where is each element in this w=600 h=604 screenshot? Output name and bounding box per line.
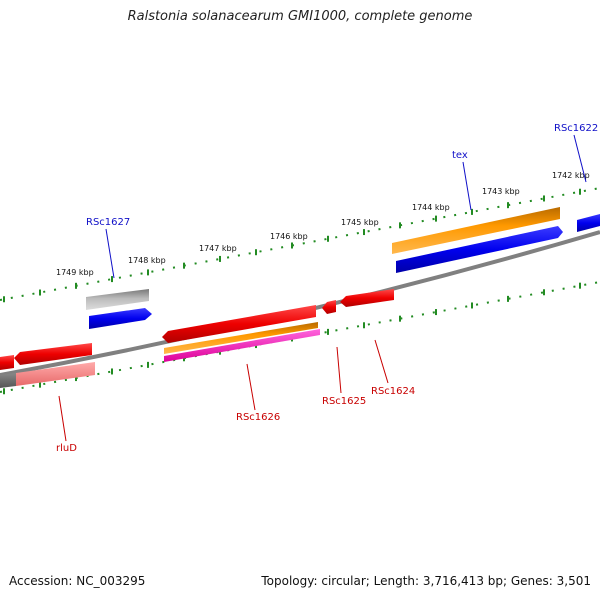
gene-blue-tex[interactable] bbox=[396, 226, 563, 273]
accession-text: Accession: NC_003295 bbox=[9, 574, 146, 588]
tick-label-1743: 1743 kbp bbox=[482, 187, 520, 196]
tick-label-1742: 1742 kbp bbox=[552, 171, 590, 180]
gene-red-rsc1624[interactable] bbox=[340, 289, 394, 307]
tick-label-1745: 1745 kbp bbox=[341, 218, 379, 227]
tick-label-1746: 1746 kbp bbox=[270, 232, 308, 241]
leader-rsc1626 bbox=[246, 363, 256, 411]
gene-orange-rsc1626[interactable] bbox=[164, 322, 318, 354]
gene-red-rsc1626[interactable] bbox=[162, 305, 316, 343]
gene-label-tex[interactable]: tex bbox=[452, 150, 468, 161]
gene-label-rsc1625[interactable]: RSc1625 bbox=[322, 396, 366, 407]
map-title: Ralstonia solanacearum GMI1000, complete… bbox=[127, 9, 473, 24]
gene-label-rsc1626[interactable]: RSc1626 bbox=[236, 412, 280, 423]
gene-magenta-rsc1626[interactable] bbox=[164, 329, 320, 362]
gene-pink-rlud[interactable] bbox=[16, 362, 95, 386]
gene-label-rsc1624[interactable]: RSc1624 bbox=[371, 386, 415, 397]
gene-red-rsc1625[interactable] bbox=[322, 300, 336, 314]
tick-label-1749: 1749 kbp bbox=[56, 268, 94, 277]
leader-rsc1625 bbox=[336, 346, 342, 394]
gene-label-rsc1627[interactable]: RSc1627 bbox=[86, 217, 130, 228]
gene-blue-rsc1622[interactable] bbox=[577, 214, 600, 232]
tick-labels: 1742 kbp 1743 kbp 1744 kbp 1745 kbp 1746… bbox=[56, 171, 590, 277]
leader-rsc1624 bbox=[374, 339, 389, 384]
tick-label-1748: 1748 kbp bbox=[128, 256, 166, 265]
minus-strand-genes bbox=[0, 289, 394, 388]
leader-tex bbox=[462, 161, 472, 211]
gene-label-rlud[interactable]: rluD bbox=[56, 443, 77, 454]
gene-labels: RSc1622 tex RSc1627 RSc1626 RSc1625 RSc1… bbox=[56, 123, 598, 454]
tick-label-1744: 1744 kbp bbox=[412, 203, 450, 212]
gene-dark-left-edge[interactable] bbox=[0, 373, 16, 388]
plus-strand-genes bbox=[86, 207, 600, 329]
gene-orange-tex[interactable] bbox=[392, 207, 560, 254]
gene-label-rsc1622[interactable]: RSc1622 bbox=[554, 123, 598, 134]
gene-gray-rsc1627[interactable] bbox=[86, 289, 149, 310]
gene-red-left-edge[interactable] bbox=[0, 355, 14, 370]
leader-rsc1627 bbox=[105, 228, 115, 279]
leader-rlud bbox=[58, 395, 67, 442]
topology-summary-text: Topology: circular; Length: 3,716,413 bp… bbox=[261, 574, 591, 588]
gene-red-rlud[interactable] bbox=[14, 343, 92, 365]
leader-rsc1622 bbox=[573, 134, 587, 183]
label-leaders bbox=[58, 134, 587, 442]
tick-label-1747: 1747 kbp bbox=[199, 244, 237, 253]
gene-blue-rsc1627[interactable] bbox=[89, 308, 152, 329]
